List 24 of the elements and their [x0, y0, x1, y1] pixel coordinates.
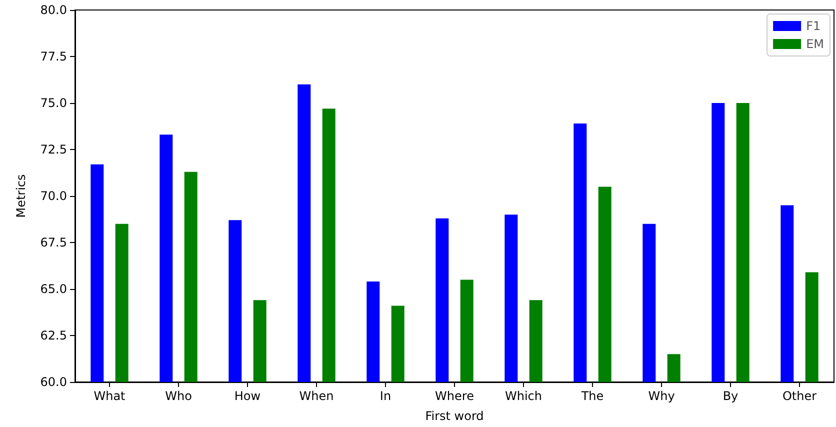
y-tick-label: 60.0: [40, 375, 67, 389]
x-tick-label: By: [722, 389, 738, 403]
x-tick-label: Other: [782, 389, 817, 403]
x-tick-label: What: [94, 389, 126, 403]
y-tick-label: 77.5: [40, 50, 67, 64]
y-tick-label: 65.0: [40, 282, 67, 296]
x-axis-title: First word: [425, 409, 484, 423]
x-tick-label: Who: [165, 389, 192, 403]
y-tick-label: 67.5: [40, 236, 67, 250]
legend-label: EM: [806, 37, 824, 51]
y-tick-label: 72.5: [40, 142, 67, 156]
y-tick-label: 70.0: [40, 189, 67, 203]
y-tick-label: 62.5: [40, 328, 67, 342]
x-tick-label: In: [380, 389, 392, 403]
x-tick-label: Why: [648, 389, 675, 403]
x-tick-label: When: [299, 389, 334, 403]
x-tick-label: Which: [504, 389, 542, 403]
y-tick-label: 80.0: [40, 3, 67, 17]
x-tick-label: How: [234, 389, 261, 403]
y-tick-label: 75.0: [40, 96, 67, 110]
y-axis-title: Metrics: [14, 174, 28, 218]
x-tick-label: The: [580, 389, 604, 403]
x-tick-label: Where: [435, 389, 474, 403]
legend-label: F1: [806, 19, 821, 33]
